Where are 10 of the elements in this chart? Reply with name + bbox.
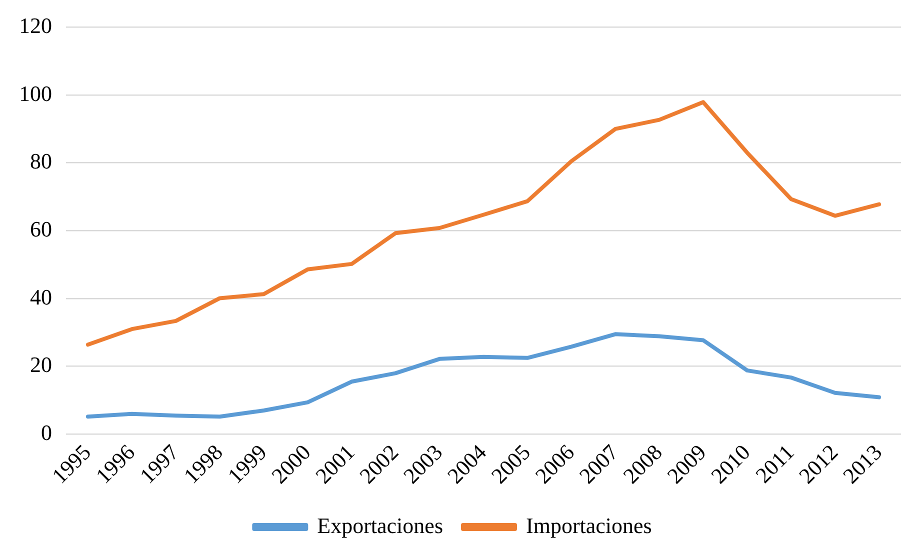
y-tick-label: 40 [30,284,52,310]
y-tick-label: 60 [30,216,52,242]
x-tick-label: 2011 [750,440,799,488]
y-tick-label: 0 [41,420,52,445]
y-tick-label: 80 [30,148,52,174]
y-tick-label: 20 [30,352,52,378]
legend-label: Exportaciones [317,512,444,538]
legend-label: Importaciones [526,512,652,538]
y-tick-label: 100 [19,80,52,106]
y-tick-label: 120 [19,12,52,38]
